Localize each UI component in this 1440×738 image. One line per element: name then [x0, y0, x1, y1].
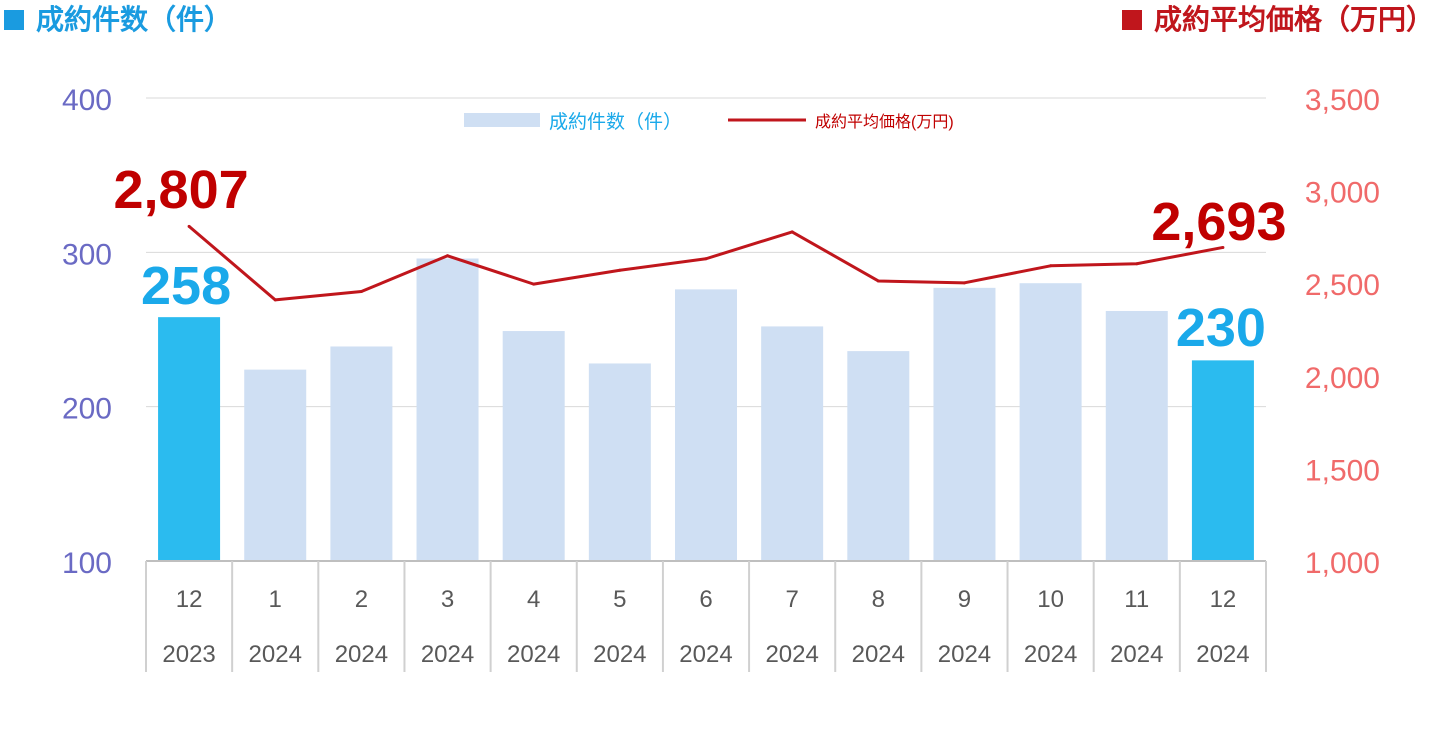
x-tick-label-month: 1: [269, 586, 282, 613]
line-point-12: [1221, 245, 1225, 249]
x-tick-label-year: 2024: [593, 641, 646, 668]
line-point-6: [704, 257, 708, 261]
x-tick-label-year: 2024: [1024, 641, 1077, 668]
y-right-tick-label: 3,500: [1305, 84, 1380, 117]
x-tick-label-year: 2024: [421, 641, 474, 668]
x-tick-label-year: 2024: [335, 641, 388, 668]
x-tick-label-month: 12: [176, 586, 203, 613]
right-axis-title-text: 成約平均価格（万円）: [1153, 3, 1434, 36]
bar-1: [244, 369, 307, 561]
x-tick-label-year: 2024: [1196, 641, 1249, 668]
line-point-2: [359, 290, 363, 294]
left-axis-title-text: 成約件数（件）: [36, 3, 233, 36]
y-left-tick-label: 400: [62, 84, 112, 117]
x-tick-label-year: 2024: [765, 641, 818, 668]
x-tick-label-month: 10: [1037, 586, 1064, 613]
line-point-7: [790, 230, 794, 234]
legend-bar-label: 成約件数（件）: [549, 111, 682, 133]
x-tick-label-month: 6: [699, 586, 712, 613]
blue-square-icon: [4, 10, 24, 30]
bar-11: [1105, 310, 1168, 561]
line-point-0: [187, 224, 191, 228]
y-left-tick-label: 200: [62, 393, 112, 426]
x-tick-label-year: 2024: [852, 641, 905, 668]
data-label-2807: 2,807: [114, 160, 249, 220]
x-tick-label-year: 2024: [249, 641, 302, 668]
data-label-230: 230: [1176, 298, 1266, 358]
x-tick-label-month: 4: [527, 586, 540, 613]
line-point-1: [273, 298, 277, 302]
bar-0: [158, 317, 221, 561]
bar-9: [933, 287, 996, 561]
x-tick-label-month: 11: [1124, 586, 1149, 613]
data-label-258: 258: [141, 256, 231, 316]
line-point-8: [876, 279, 880, 283]
line-point-4: [532, 282, 536, 286]
line-point-3: [446, 254, 450, 258]
y-right-tick-label: 3,000: [1305, 177, 1380, 210]
line-point-5: [618, 268, 622, 272]
line-point-11: [1135, 262, 1139, 266]
bar-3: [416, 258, 479, 561]
x-tick-label-month: 5: [613, 586, 626, 613]
x-tick-label-month: 7: [785, 586, 798, 613]
bar-4: [502, 331, 565, 561]
y-left-tick-label: 100: [62, 547, 112, 580]
data-label-2693: 2,693: [1151, 192, 1286, 252]
x-tick-label-month: 3: [441, 586, 454, 613]
line-point-9: [962, 281, 966, 285]
legend-bar-swatch: [464, 113, 540, 127]
y-left-tick-label: 300: [62, 238, 112, 271]
x-tick-label-year: 2024: [507, 641, 560, 668]
x-tick-label-year: 2024: [938, 641, 991, 668]
right-axis-title: 成約平均価格（万円）: [1121, 2, 1434, 38]
bar-7: [761, 326, 824, 561]
bar-6: [675, 289, 737, 561]
bar-8: [847, 351, 910, 561]
y-right-tick-label: 2,500: [1305, 269, 1380, 302]
bar-2: [330, 346, 393, 561]
y-right-tick-label: 2,000: [1305, 362, 1380, 395]
x-tick-label-month: 2: [355, 586, 368, 613]
x-tick-label-year: 2024: [1110, 641, 1163, 668]
x-tick-label-year: 2023: [162, 641, 215, 668]
y-right-tick-label: 1,500: [1305, 454, 1380, 487]
y-right-tick-label: 1,000: [1305, 547, 1380, 580]
x-tick-label-month: 8: [872, 586, 885, 613]
x-tick-label-month: 12: [1210, 586, 1237, 613]
legend-line-label: 成約平均価格(万円): [815, 113, 954, 131]
red-square-icon: [1121, 10, 1142, 30]
bar-12: [1191, 360, 1254, 561]
bar-5: [588, 363, 651, 561]
line-point-10: [1049, 264, 1053, 268]
left-axis-title: 成約件数（件）: [4, 2, 232, 38]
x-tick-label-month: 9: [958, 586, 971, 613]
x-tick-label-year: 2024: [679, 641, 732, 668]
bar-10: [1019, 283, 1082, 561]
